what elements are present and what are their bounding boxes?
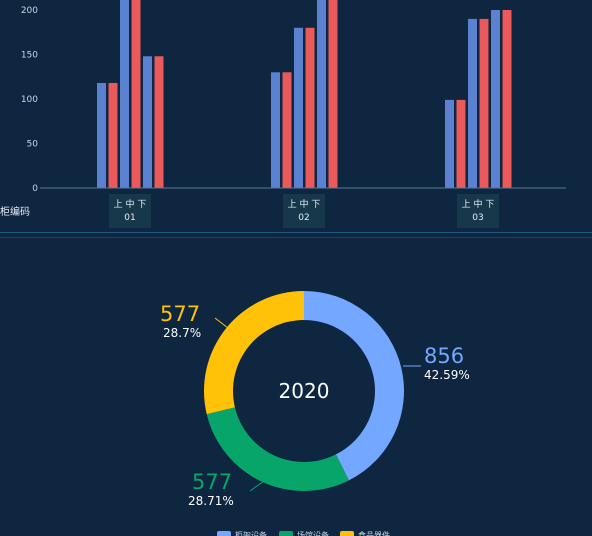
y-tick-label: 50: [27, 140, 39, 150]
category-label-box: [109, 194, 151, 228]
x-axis-categories: 上 中 下 01 上 中 下 02 上 中 下 03: [109, 194, 499, 228]
category-label-box: [457, 194, 499, 228]
legend-swatch: [217, 531, 231, 536]
bar: [305, 27, 315, 188]
legend-swatch: [279, 531, 293, 536]
legend-swatch: [340, 531, 354, 536]
y-axis-ticks: 0 50 100 150 200: [21, 6, 38, 194]
y-tick-label: 0: [32, 184, 38, 194]
bar: [120, 0, 129, 189]
bar: [108, 82, 118, 188]
bar: [445, 99, 454, 188]
section-divider: [0, 232, 592, 233]
donut-center-label: 2020: [279, 379, 330, 403]
bar: [294, 27, 303, 188]
y-tick-label: 200: [21, 6, 38, 16]
x-tick-label: 01: [124, 213, 135, 223]
bar: [143, 56, 152, 188]
label-leader-line: [249, 477, 269, 492]
donut-slice: [203, 291, 304, 415]
section-divider-inner: [0, 237, 592, 238]
legend-label: 食品器件: [358, 530, 390, 536]
label-leader-line: [214, 317, 229, 329]
bar: [97, 82, 106, 188]
grouped-bar-chart: 0 50 100 150 200 上 中 下 01 上 中 下 02 上 中 下 03 柜编码: [0, 0, 566, 228]
bar: [131, 0, 141, 189]
y-tick-label: 100: [21, 95, 38, 105]
x-tick-label: 03: [472, 213, 483, 223]
bar: [328, 0, 338, 189]
slice-percent-label: 28.71%: [188, 494, 234, 508]
bar: [456, 99, 466, 188]
legend-label: 柜架设备: [235, 530, 267, 536]
y-tick-label: 150: [21, 51, 38, 61]
bar: [491, 10, 500, 188]
donut-slices: [203, 291, 405, 491]
category-sublabel: 上 中 下: [288, 198, 321, 210]
category-label-box: [283, 194, 325, 228]
slice-value-label: 577: [160, 302, 200, 326]
bar: [154, 56, 164, 188]
slice-percent-label: 42.59%: [424, 368, 470, 382]
bar: [502, 10, 512, 188]
bar: [317, 0, 326, 189]
legend-label: 场馆设备: [297, 530, 329, 536]
x-axis-title: 柜编码: [0, 205, 30, 218]
x-tick-label: 02: [298, 213, 309, 223]
legend: 柜架设备 场馆设备 食品器件: [217, 530, 390, 536]
category-sublabel: 上 中 下: [114, 198, 147, 210]
donut-slice: [206, 407, 349, 491]
category-sublabel: 上 中 下: [462, 198, 495, 210]
slice-value-label: 577: [192, 470, 232, 494]
bar: [479, 18, 489, 189]
slice-percent-label: 28.7%: [163, 326, 201, 340]
bar: [271, 72, 280, 188]
bar: [282, 72, 292, 188]
slice-value-label: 856: [424, 344, 464, 368]
bar-marks: [97, 0, 512, 189]
bar: [468, 18, 477, 189]
donut-slice: [304, 291, 405, 481]
